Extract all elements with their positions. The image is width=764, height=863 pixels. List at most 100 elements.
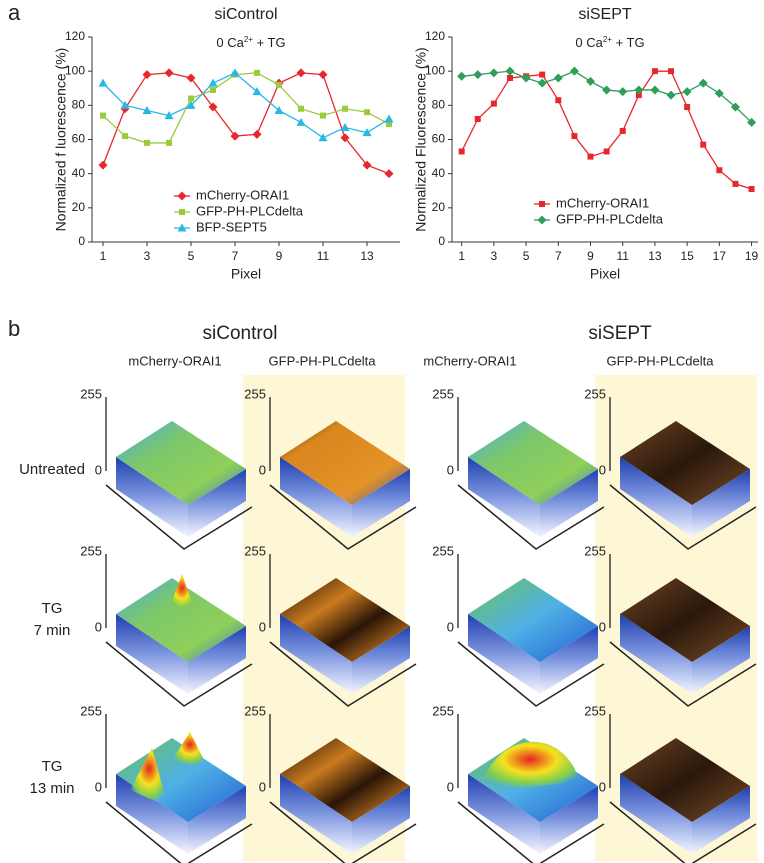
marker <box>142 105 152 114</box>
marker <box>362 128 372 137</box>
legend-label: mCherry-ORAI1 <box>556 195 649 210</box>
marker <box>651 68 658 75</box>
y-tick-label: 80 <box>72 98 86 112</box>
marker <box>714 88 724 98</box>
marker <box>553 73 563 83</box>
z-tick-label: 255 <box>432 543 454 558</box>
marker <box>619 127 626 134</box>
block-side <box>540 469 598 537</box>
marker <box>340 133 350 143</box>
legend-label: GFP-PH-PLCdelta <box>196 203 304 218</box>
block-side <box>352 786 410 854</box>
row-label: TG <box>42 758 63 775</box>
marker <box>208 78 218 87</box>
marker <box>188 95 194 102</box>
annotation: 0 Ca2+ + TG <box>575 35 644 51</box>
row-label: Untreated <box>19 461 85 478</box>
peak <box>168 574 196 614</box>
marker <box>210 86 216 93</box>
panel-label: b <box>8 316 20 341</box>
block-side <box>468 457 540 537</box>
x-tick-label: 9 <box>587 249 594 263</box>
base-axis <box>269 641 417 707</box>
row-label: TG <box>42 600 63 617</box>
base-axis <box>457 801 605 863</box>
x-axis-label: Pixel <box>590 266 620 282</box>
block-top <box>280 421 410 505</box>
marker <box>164 111 174 120</box>
marker <box>537 78 547 88</box>
marker <box>539 71 546 78</box>
marker <box>386 121 392 128</box>
x-tick-label: 5 <box>523 249 530 263</box>
marker <box>521 73 531 83</box>
block-side <box>188 469 246 537</box>
block-side <box>620 457 692 537</box>
marker <box>748 186 755 193</box>
block-top <box>620 738 750 822</box>
marker <box>298 105 304 112</box>
x-tick-label: 3 <box>491 249 498 263</box>
y-tick-label: 120 <box>425 29 445 43</box>
block-side <box>468 774 540 854</box>
y-tick-label: 60 <box>432 132 446 146</box>
column-label: GFP-PH-PLCdelta <box>269 353 377 368</box>
z-tick-label: 255 <box>244 386 266 401</box>
y-tick-label: 60 <box>72 132 86 146</box>
series-line <box>102 72 390 139</box>
block-top <box>116 578 246 662</box>
block-side <box>116 457 188 537</box>
peak <box>480 741 580 792</box>
marker <box>539 201 545 207</box>
z-tick-label: 255 <box>584 703 606 718</box>
marker <box>296 68 306 78</box>
block-side <box>468 614 540 694</box>
marker <box>634 85 644 95</box>
block-top <box>116 421 246 505</box>
block-side <box>188 786 246 854</box>
marker <box>716 167 723 174</box>
z-tick-label: 255 <box>80 543 102 558</box>
marker <box>457 71 467 81</box>
marker <box>698 78 708 88</box>
x-tick-label: 15 <box>680 249 694 263</box>
z-tick-label: 255 <box>584 543 606 558</box>
y-tick-label: 0 <box>78 234 85 248</box>
x-tick-label: 3 <box>144 249 151 263</box>
row-label: 13 min <box>29 780 74 797</box>
x-tick-label: 1 <box>458 249 465 263</box>
x-tick-label: 19 <box>745 249 759 263</box>
marker <box>120 100 130 109</box>
marker <box>230 131 240 141</box>
z-tick-label: 255 <box>432 703 454 718</box>
z-tick-label: 0 <box>259 462 266 477</box>
base-axis <box>105 801 253 863</box>
marker <box>186 100 196 109</box>
x-tick-label: 9 <box>276 249 283 263</box>
annotation-part: + TG <box>612 35 645 50</box>
block-top <box>620 578 750 662</box>
block-side <box>116 614 188 694</box>
marker <box>730 102 740 112</box>
y-tick-label: 80 <box>432 98 446 112</box>
column-label: mCherry-ORAI1 <box>423 353 516 368</box>
marker <box>164 68 174 78</box>
base-axis <box>105 641 253 707</box>
y-tick-label: 40 <box>72 166 86 180</box>
z-tick-label: 255 <box>80 703 102 718</box>
marker <box>186 73 196 83</box>
marker <box>274 105 284 114</box>
marker <box>144 139 150 146</box>
z-tick-label: 0 <box>447 462 454 477</box>
marker <box>340 123 350 132</box>
marker <box>618 87 628 97</box>
marker <box>571 133 578 140</box>
annotation-part: 0 Ca <box>216 35 244 50</box>
marker <box>490 100 497 107</box>
x-tick-label: 13 <box>648 249 662 263</box>
marker <box>555 97 562 104</box>
marker <box>505 66 515 76</box>
x-tick-label: 7 <box>555 249 562 263</box>
base-axis <box>457 641 605 707</box>
